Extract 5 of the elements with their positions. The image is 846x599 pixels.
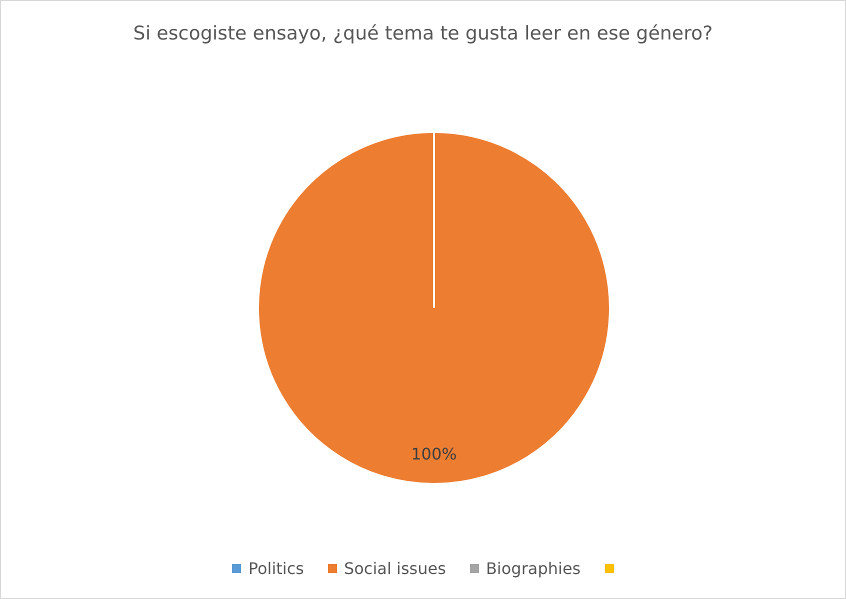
chart-title: Si escogiste ensayo, ¿qué tema te gusta leer en ese género? — [133, 22, 713, 44]
data-label: 100% — [411, 444, 457, 464]
legend-label: Social issues — [344, 558, 446, 578]
legend-label: Biographies — [486, 558, 581, 578]
legend-label: Politics — [248, 558, 304, 578]
